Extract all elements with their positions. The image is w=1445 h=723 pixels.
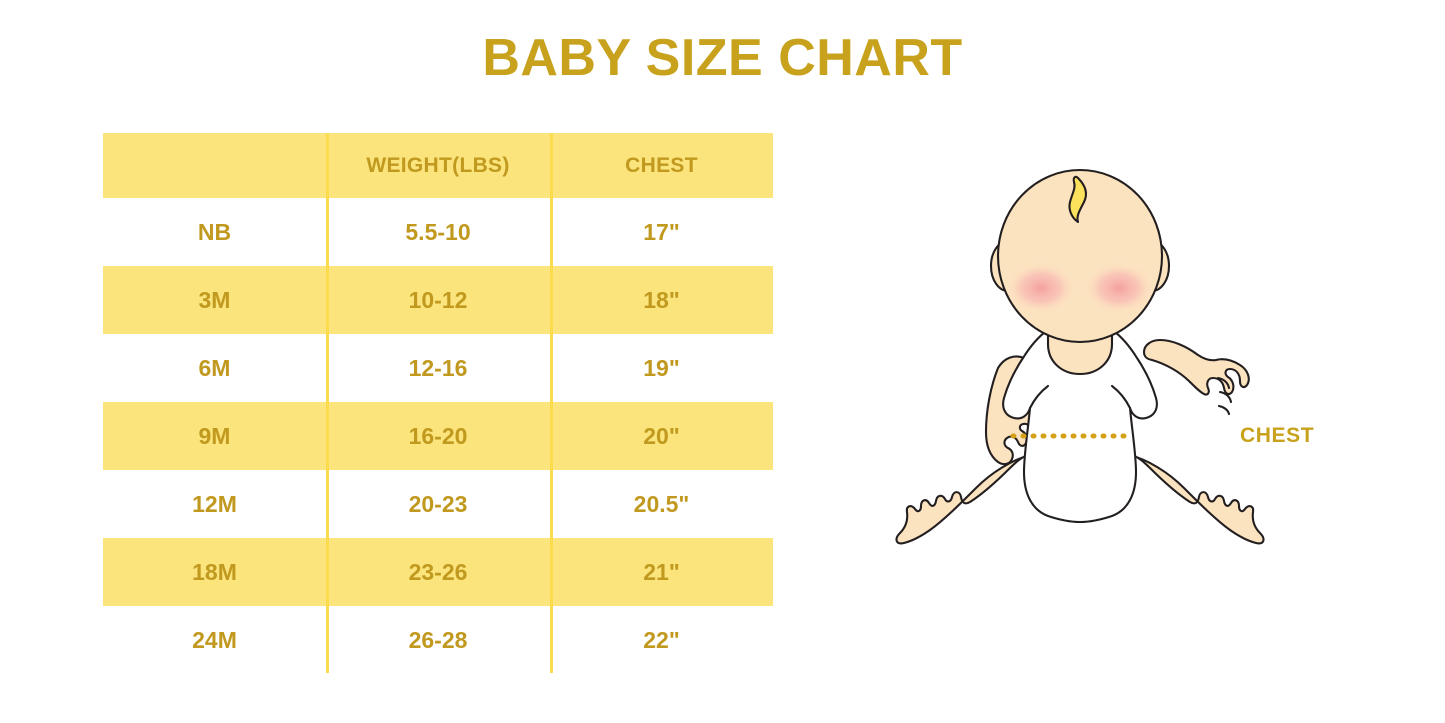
table-column-divider-1: [326, 133, 329, 673]
cell-size: 18M: [192, 558, 237, 585]
baby-onesie-right-seam: [1110, 384, 1132, 410]
baby-left-cheek: [1006, 262, 1076, 314]
cell-chest: 20.5": [633, 490, 690, 517]
table-row: NB 5.5-10 17": [103, 198, 773, 266]
size-chart-table: WEIGHT(LBS) CHEST NB 5.5-10 17" 3M 10-12…: [103, 133, 773, 674]
cell-chest: 18": [643, 286, 680, 313]
cell-chest: 22": [643, 626, 680, 653]
cell-weight: 5.5-10: [405, 218, 471, 245]
cell-size: 6M: [198, 354, 231, 381]
table-header-row: WEIGHT(LBS) CHEST: [103, 133, 773, 198]
table-header-chest: CHEST: [625, 153, 698, 177]
baby-right-hand-crease-1: [1216, 376, 1231, 390]
table-row: 6M 12-16 19": [103, 334, 773, 402]
baby-left-leg: [895, 453, 1032, 545]
baby-onesie-left-seam: [1028, 384, 1050, 410]
cell-size: 3M: [198, 286, 231, 313]
cell-chest: 20": [643, 422, 680, 449]
table-row: 9M 16-20 20": [103, 402, 773, 470]
cell-chest: 17": [643, 218, 680, 245]
cell-weight: 16-20: [408, 422, 468, 449]
baby-right-arm: [1142, 338, 1250, 396]
table-row: 24M 26-28 22": [103, 606, 773, 674]
baby-figure-svg: [895, 168, 1265, 545]
cell-weight: 23-26: [408, 558, 468, 585]
cell-chest: 19": [643, 354, 680, 381]
cell-size: NB: [197, 218, 232, 245]
baby-right-leg: [1128, 453, 1265, 545]
cell-weight: 10-12: [408, 286, 468, 313]
baby-right-hand-crease-3: [1217, 404, 1231, 416]
cell-size: 24M: [192, 626, 237, 653]
baby-onesie: [1002, 318, 1158, 524]
baby-right-hand-crease-2: [1218, 390, 1233, 404]
cell-weight: 20-23: [408, 490, 468, 517]
chest-measurement-label: CHEST: [1240, 424, 1315, 447]
table-column-divider-2: [550, 133, 553, 673]
cell-size: 9M: [198, 422, 231, 449]
baby-right-cheek: [1084, 262, 1154, 314]
table-row: 12M 20-23 20.5": [103, 470, 773, 538]
cell-size: 12M: [192, 490, 237, 517]
cell-weight: 26-28: [408, 626, 468, 653]
table-header-weight: WEIGHT(LBS): [366, 153, 510, 177]
table-row: 3M 10-12 18": [103, 266, 773, 334]
table-row: 18M 23-26 21": [103, 538, 773, 606]
baby-hair-curl: [1068, 175, 1088, 224]
page-title: BABY SIZE CHART: [482, 29, 963, 87]
baby-illustration: [880, 160, 1280, 600]
cell-chest: 21": [643, 558, 680, 585]
cell-weight: 12-16: [408, 354, 468, 381]
